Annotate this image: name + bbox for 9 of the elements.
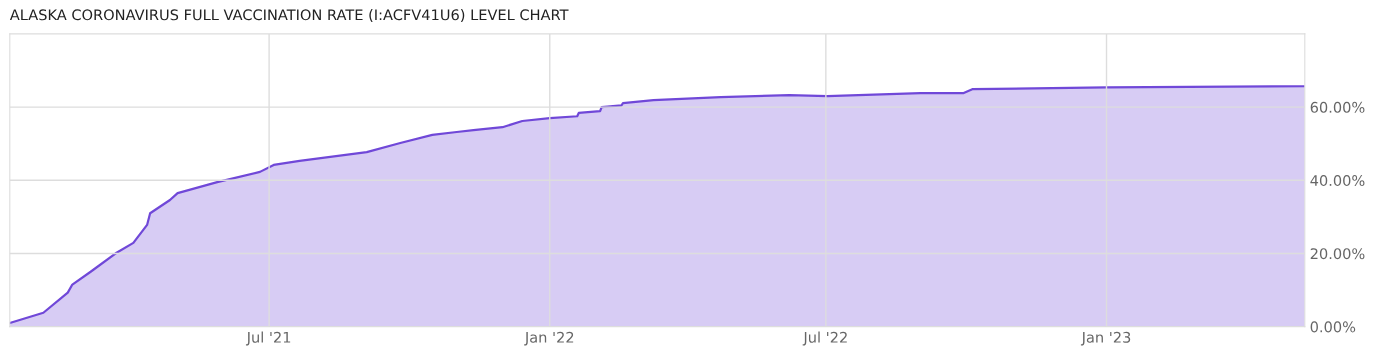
x-tick-label: Jul '22: [802, 331, 847, 346]
y-tick-label: 60.00%: [1310, 101, 1365, 113]
x-tick-label: Jan '22: [524, 331, 574, 346]
chart-title: ALASKA CORONAVIRUS FULL VACCINATION RATE (I:ACFV41U6) LEVEL CHART: [9, 9, 569, 23]
y-tick-label: 0.00%: [1310, 321, 1356, 333]
x-tick-label: Jul '21: [245, 331, 291, 346]
x-tick-label: Jan '23: [1080, 331, 1131, 346]
y-tick-label: 20.00%: [1310, 248, 1365, 260]
y-tick-label: 40.00%: [1310, 175, 1365, 187]
